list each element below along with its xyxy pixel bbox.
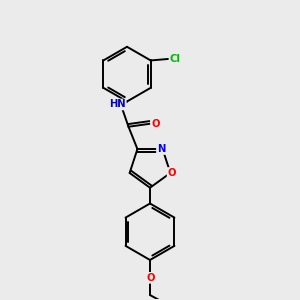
Text: O: O [151, 119, 160, 129]
Text: O: O [168, 168, 176, 178]
Text: N: N [157, 144, 165, 154]
Text: HN: HN [109, 100, 126, 110]
Text: Cl: Cl [170, 54, 181, 64]
Text: O: O [146, 273, 154, 283]
